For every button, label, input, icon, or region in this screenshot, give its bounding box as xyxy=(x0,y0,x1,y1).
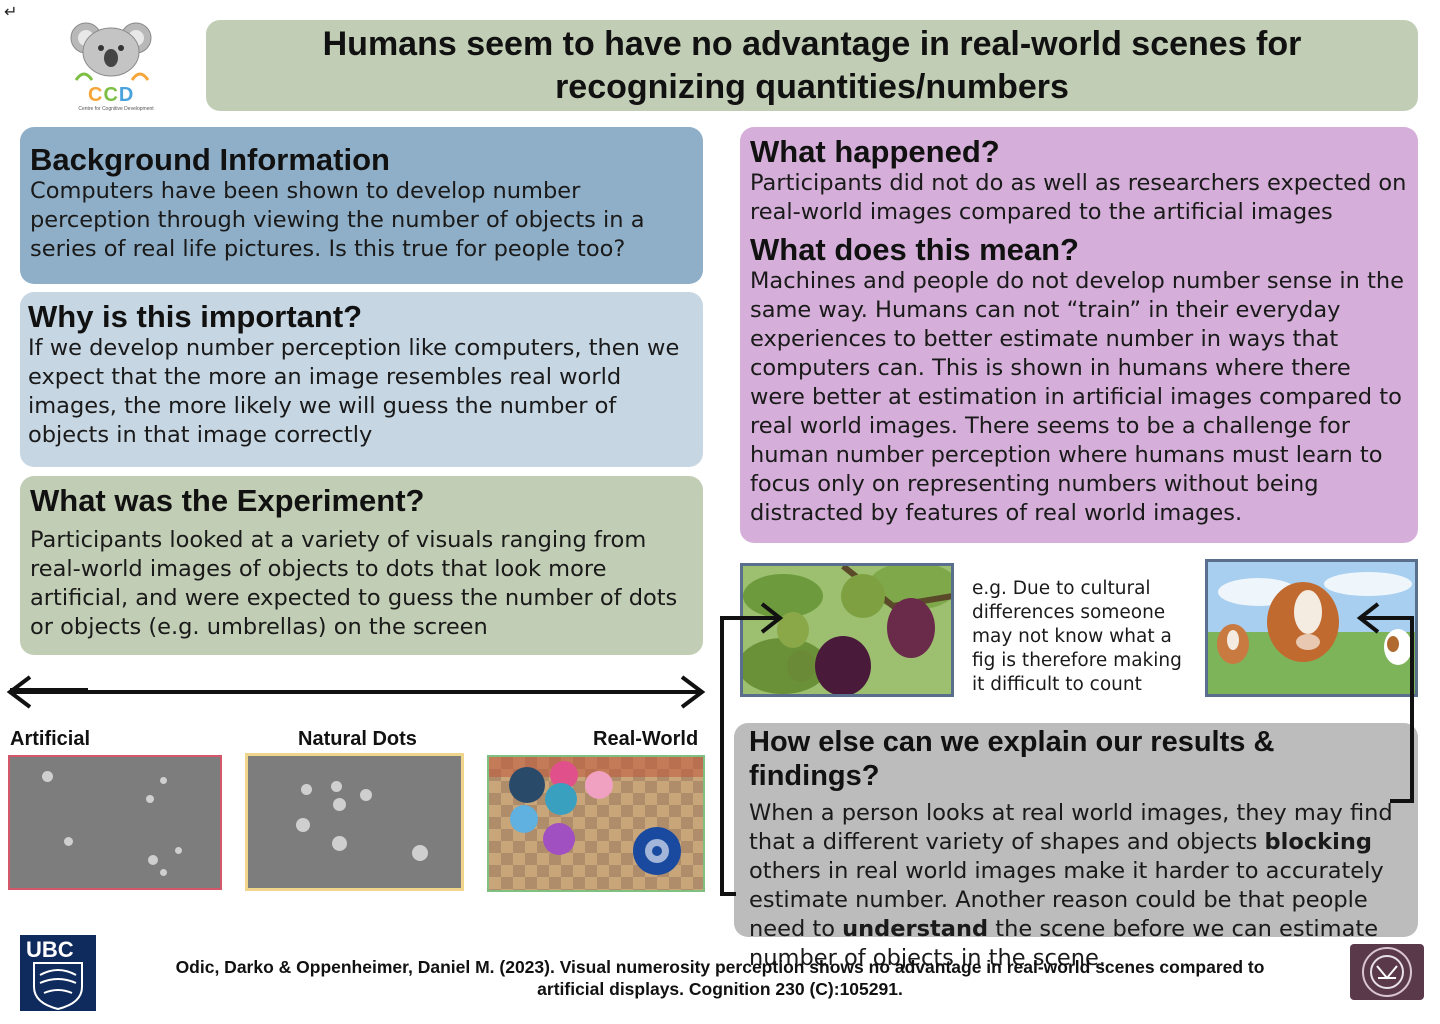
title-banner: Humans seem to have no advantage in real… xyxy=(206,20,1418,111)
ccd-logo: CCD Centre for Cognitive Development xyxy=(64,18,164,116)
ccd-subtitle: Centre for Cognitive Development xyxy=(78,106,154,112)
natural-dots-image xyxy=(245,753,464,891)
meaning-body: Machines and people do not develop numbe… xyxy=(750,268,1404,526)
double-arrow-icon xyxy=(6,675,706,709)
explanation-body: When a person looks at real world images… xyxy=(749,800,1393,971)
label-real-world: Real-World xyxy=(593,728,699,750)
artificial-dots-image xyxy=(8,755,222,890)
experiment-heading: What was the Experiment? xyxy=(30,483,425,518)
ubc-wordmark: UBC xyxy=(26,937,74,962)
background-panel: Background Information Computers have be… xyxy=(20,127,703,284)
explanation-panel: How else can we explain our results & fi… xyxy=(734,723,1418,971)
example-text: e.g. Due to cultural differences someone… xyxy=(972,578,1182,695)
cows-photo xyxy=(1205,559,1418,697)
why-panel: Why is this important? If we develop num… xyxy=(20,292,703,467)
label-natural-dots: Natural Dots xyxy=(298,728,417,750)
explanation-heading: How else can we explain our results & fi… xyxy=(749,726,1275,792)
background-body: Computers have been shown to develop num… xyxy=(30,178,645,262)
citation: Odic, Darko & Oppenheimer, Daniel M. (20… xyxy=(120,956,1320,1000)
why-heading: Why is this important? xyxy=(28,299,363,334)
citation-line-1: Odic, Darko & Oppenheimer, Daniel M. (20… xyxy=(175,957,1265,977)
umbrellas-image xyxy=(487,755,705,892)
meaning-heading: What does this mean? xyxy=(750,232,1079,267)
emphasis-blocking: blocking xyxy=(1264,829,1372,855)
happened-heading: What happened? xyxy=(750,134,1000,169)
why-body: If we develop number perception like com… xyxy=(28,335,680,448)
page-title: Humans seem to have no advantage in real… xyxy=(322,24,1302,106)
emphasis-understand: understand xyxy=(842,916,989,942)
background-heading: Background Information xyxy=(30,142,390,177)
happened-body: Participants did not do as well as resea… xyxy=(750,170,1407,225)
label-artificial: Artificial xyxy=(10,728,91,750)
results-panel: What happened? Participants did not do a… xyxy=(740,127,1418,543)
connector-arrows xyxy=(720,602,1414,896)
corner-return-icon: ↵ xyxy=(4,4,18,21)
ubc-logo: UBC xyxy=(20,935,96,1011)
ccd-wordmark: CCD xyxy=(88,84,135,106)
experiment-panel: What was the Experiment? Participants lo… xyxy=(20,476,703,655)
university-seal xyxy=(1350,944,1424,1000)
fig-photo xyxy=(740,563,954,697)
seal-icon xyxy=(1362,947,1412,997)
koala-icon xyxy=(70,22,152,81)
ubc-crest-icon xyxy=(33,962,83,1011)
citation-line-2: artificial displays. Cognition 230 (C):1… xyxy=(537,979,903,999)
experiment-body: Participants looked at a variety of visu… xyxy=(30,527,678,640)
